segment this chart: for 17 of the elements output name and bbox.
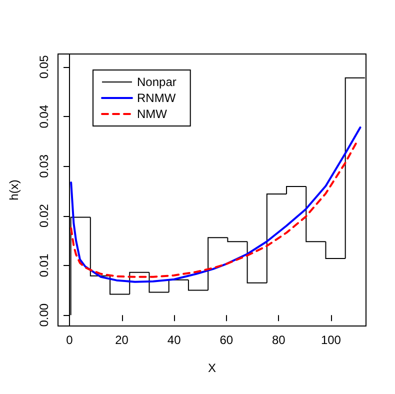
y-axis-title: h(x) — [7, 180, 21, 200]
legend-label: RNMW — [137, 91, 176, 105]
y-tick-label: 0.04 — [37, 104, 51, 128]
x-tick-label: 80 — [272, 333, 286, 347]
x-tick-label: 20 — [115, 333, 129, 347]
x-tick-label: 60 — [220, 333, 234, 347]
y-tick-label: 0.01 — [37, 253, 51, 278]
y-tick-label: 0.03 — [37, 154, 51, 178]
x-tick-label: 100 — [320, 333, 342, 347]
legend-label: Nonpar — [137, 75, 176, 89]
y-tick-label: 0.00 — [37, 303, 51, 327]
y-tick-label: 0.02 — [37, 204, 51, 228]
x-tick-label: 0 — [66, 333, 74, 347]
y-tick-label: 0.05 — [37, 54, 51, 79]
x-tick-label: 40 — [167, 333, 182, 347]
x-axis-title: X — [208, 361, 216, 375]
legend-label: NMW — [137, 107, 168, 121]
